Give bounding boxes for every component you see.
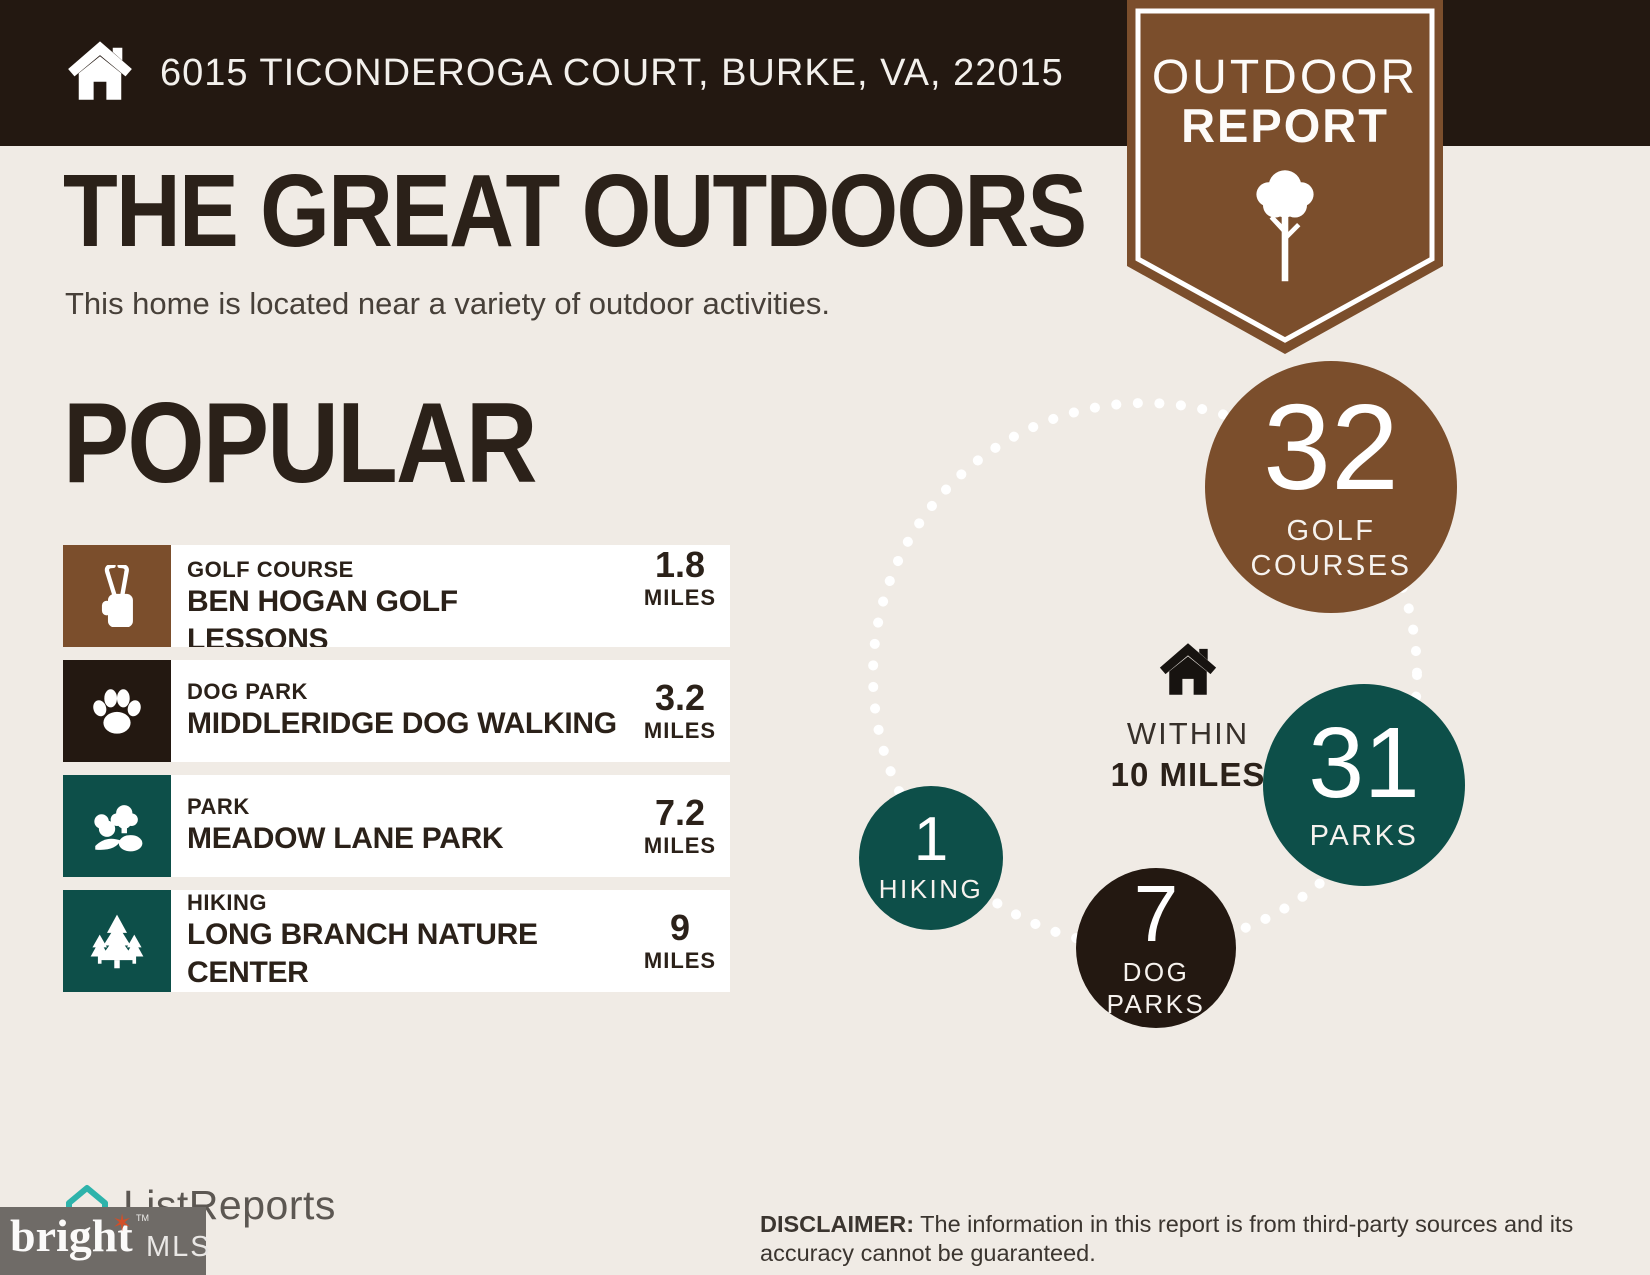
list-item-distance: 9: [669, 907, 691, 948]
ribbon-title-line2: REPORT: [1181, 99, 1389, 152]
list-item-name: MEADOW LANE PARK: [187, 822, 504, 855]
list-item-hiking: HIKING LONG BRANCH NATURE CENTER 9 MILES: [63, 890, 730, 992]
home-icon: [1159, 643, 1217, 695]
popular-heading: POPULAR: [63, 380, 537, 507]
page-subtitle: This home is located near a variety of o…: [65, 286, 831, 321]
stat-value: 31: [1308, 707, 1420, 820]
stat-parks: 31 PARKS: [1263, 684, 1465, 886]
stat-value: 32: [1263, 379, 1399, 516]
radius-label-line1: WITHIN: [1126, 716, 1250, 751]
radius-label-line2: 10 MILES: [1110, 756, 1266, 793]
disclaimer-text: DISCLAIMER: The information in this repo…: [760, 1210, 1573, 1269]
tree-icon: [1256, 170, 1314, 282]
stat-label: HIKING: [878, 873, 984, 904]
list-item-unit: MILES: [643, 833, 717, 858]
pine-trees-icon: [63, 890, 171, 992]
outdoor-report-badge: OUTDOOR REPORT: [1127, 0, 1443, 354]
radius-center: WITHIN 10 MILES: [1063, 640, 1313, 794]
property-address: 6015 TICONDEROGA COURT, BURKE, VA, 22015: [160, 51, 1064, 94]
stat-label: GOLF COURSES: [1250, 515, 1412, 582]
stat-label: DOG PARKS: [1106, 957, 1206, 1019]
list-item-category: GOLF COURSE: [187, 557, 354, 582]
bright-mls-suffix: MLS: [146, 1231, 212, 1263]
list-item-name: MIDDLERIDGE DOG WALKING: [187, 707, 617, 740]
disclaimer-line2: accuracy cannot be guaranteed.: [760, 1240, 1096, 1266]
paw-icon: [63, 660, 171, 762]
list-item-distance: 3.2: [654, 677, 706, 718]
golf-bag-icon: [63, 545, 171, 647]
park-icon: [63, 775, 171, 877]
page-title: THE GREAT OUTDOORS: [63, 153, 1087, 268]
list-item-category: PARK: [187, 794, 250, 819]
popular-list: GOLF COURSE BEN HOGAN GOLF LESSONS 1.8 M…: [63, 545, 730, 1005]
list-item-unit: MILES: [643, 585, 717, 610]
list-item-name: BEN HOGAN GOLF LESSONS: [187, 585, 458, 647]
list-item-category: HIKING: [187, 890, 267, 915]
list-item-golf-course: GOLF COURSE BEN HOGAN GOLF LESSONS 1.8 M…: [63, 545, 730, 647]
stat-dog-parks: 7 DOG PARKS: [1076, 868, 1236, 1028]
bright-mls-star-icon: ✶: [112, 1210, 133, 1237]
bright-mls-tm: TM: [136, 1213, 149, 1223]
stat-value: 1: [913, 804, 949, 874]
bright-mls-brand: bright: [10, 1210, 133, 1261]
list-item-dog-park: DOG PARK MIDDLERIDGE DOG WALKING 3.2 MIL…: [63, 660, 730, 762]
list-item-distance: 7.2: [654, 792, 706, 833]
stat-label: PARKS: [1309, 820, 1419, 853]
stat-golf-courses: 32 GOLF COURSES: [1205, 361, 1457, 613]
home-icon: [68, 41, 132, 100]
list-item-park: PARK MEADOW LANE PARK 7.2 MILES: [63, 775, 730, 877]
disclaimer-label: DISCLAIMER:: [760, 1210, 915, 1237]
stat-hiking: 1 HIKING: [859, 786, 1003, 930]
list-item-unit: MILES: [643, 718, 717, 743]
bright-mls-watermark: bright ✶ TM MLS: [0, 1207, 210, 1275]
list-item-name: LONG BRANCH NATURE CENTER: [187, 918, 538, 989]
list-item-unit: MILES: [643, 948, 717, 973]
list-item-distance: 1.8: [654, 545, 706, 585]
ribbon-title-line1: OUTDOOR: [1151, 51, 1419, 104]
stat-value: 7: [1133, 869, 1179, 959]
disclaimer-line1: The information in this report is from t…: [920, 1210, 1574, 1237]
list-item-category: DOG PARK: [187, 679, 308, 704]
